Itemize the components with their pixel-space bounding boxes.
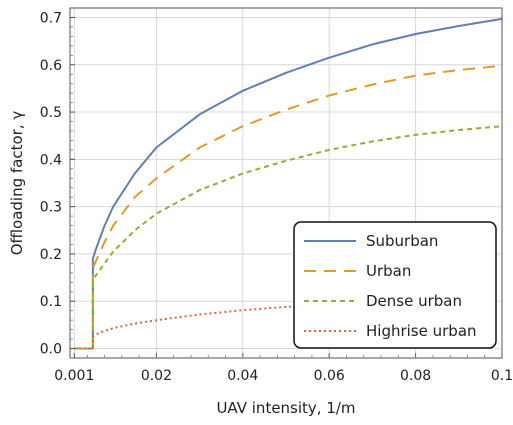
- y-tick-label: 0.7: [40, 10, 62, 26]
- y-tick-label: 0.1: [40, 294, 62, 310]
- x-tick-label: 0.08: [400, 368, 431, 384]
- x-tick-label: 0.02: [141, 368, 172, 384]
- x-tick-label: 0.001: [54, 368, 94, 384]
- y-tick-label: 0.3: [40, 200, 62, 216]
- legend: Suburban Urban Dense urban Highrise urban: [293, 221, 497, 349]
- y-tick-label: 0.6: [40, 58, 62, 74]
- legend-label: Highrise urban: [366, 322, 477, 340]
- series-line-urban: [74, 64, 503, 350]
- x-tick-label: 0.06: [314, 368, 345, 384]
- y-tick-label: 0.5: [40, 105, 62, 121]
- x-axis-label: UAV intensity, 1/m: [216, 399, 355, 417]
- y-tick-label: 0.0: [40, 342, 62, 358]
- legend-box: [293, 221, 497, 349]
- legend-label: Suburban: [366, 232, 438, 250]
- series-layer: [74, 17, 503, 350]
- y-tick-label: 0.4: [40, 152, 62, 168]
- plot-frame: [69, 7, 503, 359]
- x-tick-label: 0.1: [491, 368, 513, 384]
- legend-label: Dense urban: [366, 292, 462, 310]
- y-axis-label: Offloading factor, γ: [8, 111, 26, 256]
- legend-label: Urban: [366, 262, 411, 280]
- grid: [70, 8, 502, 358]
- ticks: 0.001 0.02 0.04 0.06 0.08 0.1 0.0 0.1 0.2 0.3 0.4 0…: [40, 10, 513, 384]
- y-tick-label: 0.2: [40, 247, 62, 263]
- series-line-highrise-urban: [74, 300, 416, 350]
- series-line-suburban: [74, 17, 503, 350]
- x-tick-label: 0.04: [227, 368, 258, 384]
